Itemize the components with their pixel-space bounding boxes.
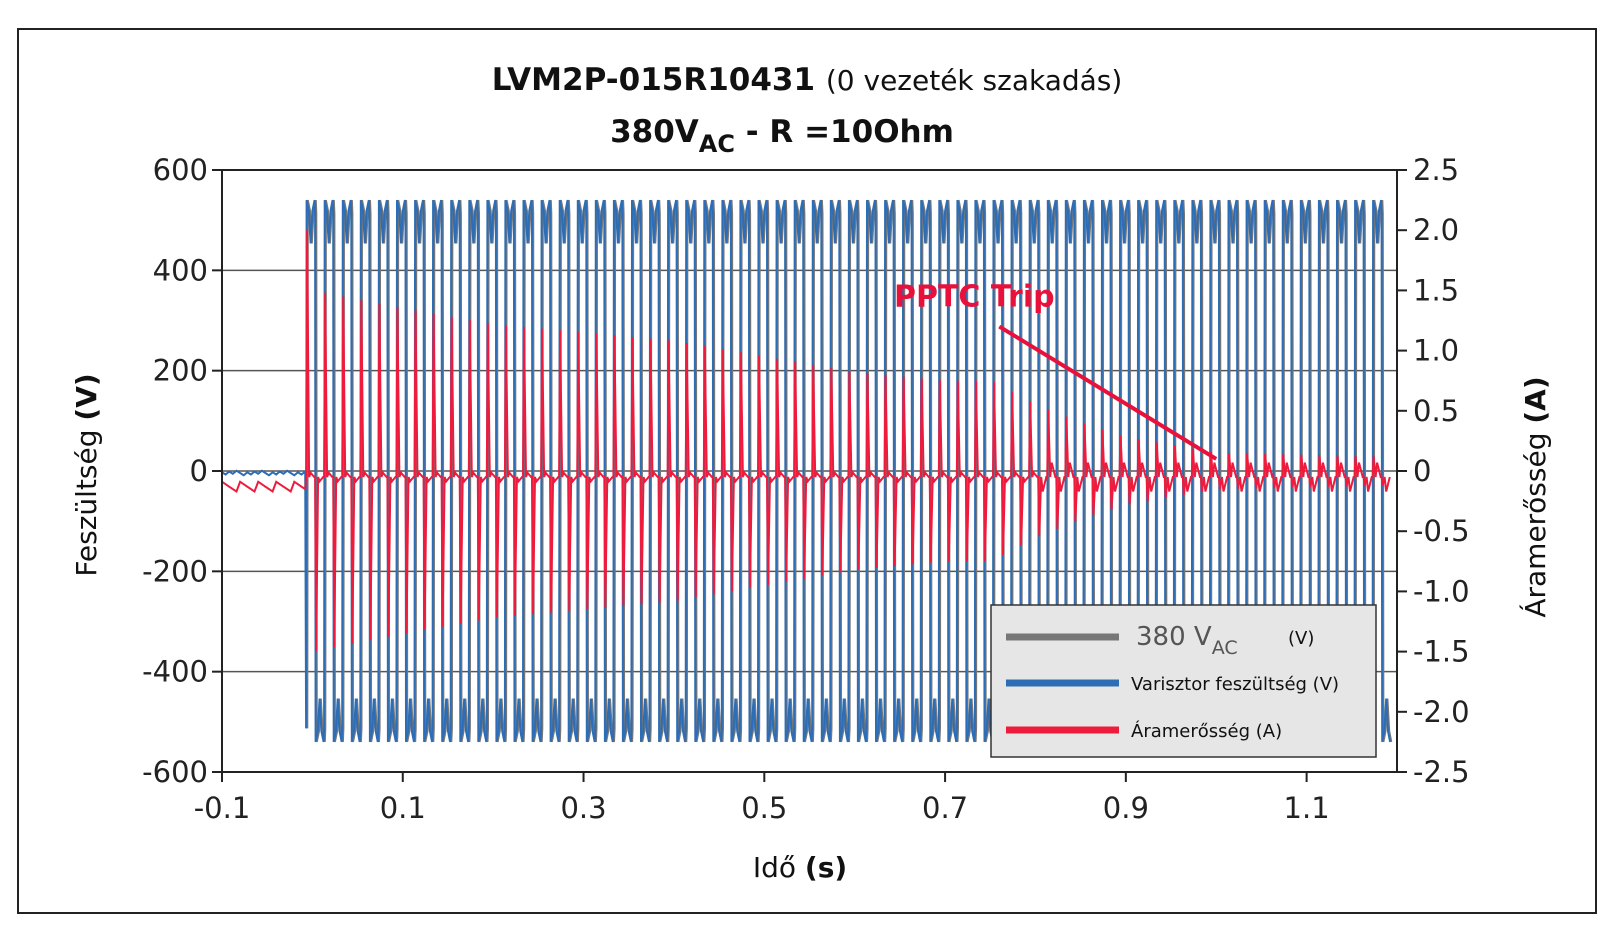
- y-tick-label-left: -200: [142, 554, 208, 588]
- legend-label-380vac: 380 VAC: [1136, 622, 1238, 659]
- y-tick-label-right: -2.0: [1413, 695, 1470, 729]
- x-tick-label: 0.5: [741, 791, 787, 825]
- x-tick-label: 0.3: [560, 791, 606, 825]
- x-tick-label: 1.1: [1284, 791, 1330, 825]
- x-tick-label: 0.1: [380, 791, 426, 825]
- x-tick-label: 0.7: [922, 791, 968, 825]
- x-axis-label: Idő (s): [753, 851, 847, 884]
- series-current: [221, 230, 1391, 652]
- y-tick-label-right: 0: [1413, 454, 1431, 488]
- legend: 380 VAC (V) Varisztor feszültség (V) Ára…: [990, 604, 1377, 758]
- pptc-trip-annotation: PPTC Trip: [894, 280, 1218, 461]
- y-tick-label-left: 400: [153, 253, 208, 287]
- chart-title-suffix: (0 vezeték szakadás): [826, 64, 1122, 97]
- chart-title: LVM2P-015R10431 (0 vezeték szakadás): [492, 62, 1123, 98]
- x-tick-label: -0.1: [194, 791, 251, 825]
- y-tick-label-right: -1.5: [1413, 635, 1470, 669]
- annotation-label: PPTC Trip: [894, 280, 1055, 315]
- y-axis-label-left: Feszültség (V): [70, 373, 103, 576]
- y-tick-label-right: 2.5: [1413, 153, 1459, 187]
- x-tick-label: 0.9: [1103, 791, 1149, 825]
- y-axis-label-right: Áramerősség (A): [1518, 376, 1552, 617]
- chart-subtitle: 380VAC - R =10Ohm: [610, 114, 954, 158]
- y-tick-label-left: -400: [142, 655, 208, 689]
- chart-frame: [17, 28, 1597, 914]
- annotation-arrow: [998, 324, 1218, 461]
- axis-ticks: 600 400 200 0 -200 -400 -600 2.5 2.0 1.5 1.0 0.5 0 -0…: [142, 153, 1469, 825]
- y-tick-label-right: -0.5: [1413, 514, 1470, 548]
- y-tick-label-right: -1.0: [1413, 574, 1470, 608]
- y-tick-label-right: 0.5: [1413, 394, 1459, 428]
- y-tick-label-right: 2.0: [1413, 213, 1459, 247]
- legend-label-varisztor: Varisztor feszültség (V): [1131, 674, 1339, 695]
- y-tick-label-left: 200: [153, 354, 208, 388]
- legend-label-current: Áramerősség (A): [1131, 720, 1282, 742]
- y-tick-label-right: 1.5: [1413, 273, 1459, 307]
- y-tick-label-right: -2.5: [1413, 755, 1470, 789]
- y-tick-label-left: 0: [190, 454, 208, 488]
- legend-unit-380vac: (V): [1288, 628, 1314, 649]
- y-tick-label-left: 600: [153, 153, 208, 187]
- y-tick-label-left: -600: [142, 755, 208, 789]
- y-tick-label-right: 1.0: [1413, 334, 1459, 368]
